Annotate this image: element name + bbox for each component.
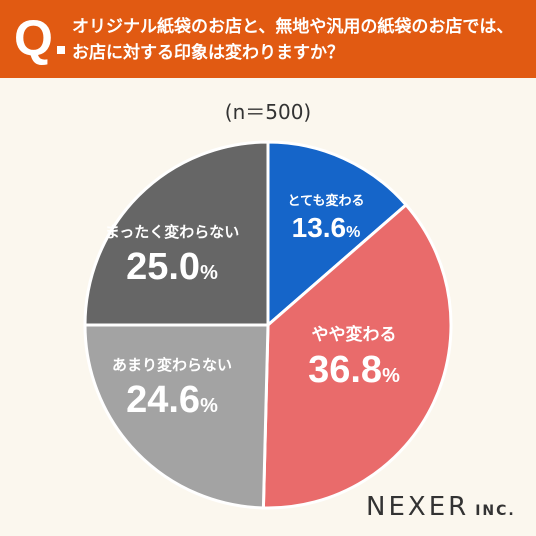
pie-slice xyxy=(266,140,409,329)
question-title: オリジナル紙袋のお店と、無地や汎用の紙袋のお店では、お店に対する印象は変わります… xyxy=(72,17,514,63)
slice-label: とても変わる xyxy=(288,193,365,209)
slice-label: まったく変わらない xyxy=(105,223,239,241)
brand-suffix: INC. xyxy=(475,503,516,519)
q-dot-icon xyxy=(57,46,65,54)
q-mark: Q xyxy=(14,10,53,66)
slice-value: 13.6% xyxy=(292,212,361,243)
slice-value: 25.0% xyxy=(126,246,218,288)
pie-slice xyxy=(83,140,270,327)
brand-logo: NEXER INC. xyxy=(366,492,516,522)
slice-value: 24.6% xyxy=(126,379,218,421)
sample-size-label: (n＝500) xyxy=(224,100,312,124)
brand-name: NEXER xyxy=(366,492,470,522)
slice-label: あまり変わらない xyxy=(112,356,232,374)
pie-slice xyxy=(83,323,270,510)
pie-slice xyxy=(261,202,453,510)
question-header: Q オリジナル紙袋のお店と、無地や汎用の紙袋のお店では、お店に対する印象は変わり… xyxy=(0,0,536,78)
slice-label: やや変わる xyxy=(312,324,397,345)
slice-value: 36.8% xyxy=(308,349,400,391)
